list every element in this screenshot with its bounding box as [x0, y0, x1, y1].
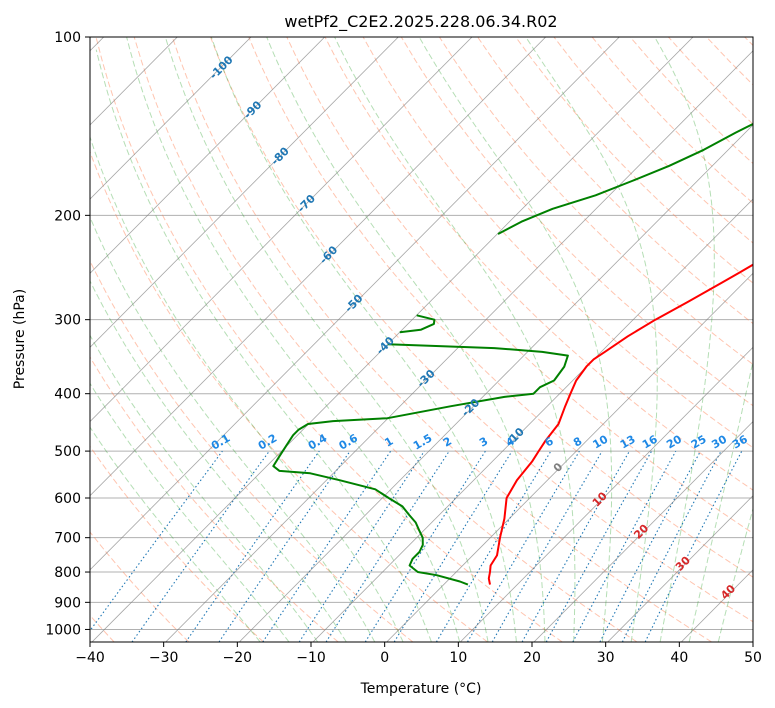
isotherm-line — [90, 37, 547, 497]
isotherm-line — [386, 272, 753, 642]
mixing-ratio-line — [325, 450, 450, 642]
y-axis-ticks: 100 200 300 400 500 600 700 800 900 1000 — [45, 30, 90, 638]
mixing-ratio-line — [393, 450, 513, 642]
moist-adiabats — [90, 37, 753, 642]
moist-adiabat — [126, 37, 461, 642]
plot-background — [90, 37, 753, 642]
dry-adiabat — [90, 150, 488, 642]
moist-adiabat — [210, 37, 517, 642]
mixing-ratio-line — [262, 450, 392, 642]
sounding-line — [487, 263, 753, 585]
dry-adiabat — [248, 37, 753, 578]
plot-frame — [89, 36, 754, 643]
x-axis-title: Temperature (°C) — [360, 681, 482, 697]
y-axis-title: Pressure (hPa) — [12, 289, 28, 389]
x-tick-label: 40 — [670, 650, 688, 666]
mixing-ratio-line — [185, 450, 320, 642]
x-tick-label: 30 — [597, 650, 615, 666]
mixing-ratio-line — [298, 450, 425, 642]
sounding-traces — [272, 122, 753, 586]
isotherm-line — [238, 124, 753, 642]
dry-adiabat — [515, 37, 753, 284]
y-tick-label: 700 — [54, 531, 81, 547]
x-tick-label: 0 — [380, 650, 389, 666]
y-tick-label: 200 — [54, 208, 81, 224]
y-tick-label: 100 — [54, 30, 81, 46]
moist-adiabat — [334, 37, 576, 642]
x-tick-label: 50 — [744, 650, 762, 666]
isotherm-line — [90, 37, 399, 348]
moist-adiabat — [525, 37, 658, 642]
x-tick-label: −40 — [75, 650, 105, 666]
dry-adiabat — [90, 356, 339, 642]
x-axis-ticks: −40 −30 −20 −10 0 10 20 30 40 50 — [75, 642, 762, 666]
isotherm-line — [165, 50, 753, 642]
dry-adiabat — [95, 37, 563, 642]
moist-adiabat — [90, 382, 290, 642]
isotherm-line — [91, 37, 694, 642]
moist-adiabat — [90, 215, 376, 642]
isotherm-line — [90, 37, 473, 423]
dry-adiabat — [90, 445, 264, 642]
x-tick-label: 20 — [523, 650, 541, 666]
dry-adiabat — [438, 37, 753, 366]
moist-adiabat — [90, 135, 404, 642]
mixing-ratio-line — [218, 450, 351, 642]
moist-adiabat — [418, 37, 613, 642]
mixing-ratio-line — [521, 450, 630, 642]
dry-adiabat — [90, 531, 190, 642]
sounding-line — [399, 314, 436, 334]
moist-adiabat — [90, 334, 319, 642]
moist-adiabat — [266, 37, 546, 642]
isotherm-line — [753, 35, 775, 644]
dry-adiabat — [171, 37, 712, 642]
moist-adiabat — [164, 37, 489, 642]
mixing-ratio-line — [90, 450, 223, 632]
sounding-line — [497, 122, 753, 235]
y-tick-label: 800 — [54, 565, 81, 581]
mixing-ratio-lines — [90, 450, 743, 642]
y-tick-label: 900 — [54, 595, 81, 611]
sounding-line — [272, 343, 569, 586]
moist-adiabat — [688, 358, 753, 642]
y-tick-label: 600 — [54, 491, 81, 507]
isotherm-line — [90, 37, 620, 571]
x-tick-label: 10 — [449, 650, 467, 666]
mixing-ratio-line — [644, 450, 743, 642]
moist-adiabat — [90, 279, 347, 642]
y-tick-label: 1000 — [45, 622, 81, 638]
mixing-ratio-line — [131, 450, 270, 642]
dry-adiabat — [90, 259, 414, 642]
grid-lines — [90, 37, 753, 630]
moist-adiabat — [90, 426, 261, 642]
isotherm-line — [312, 198, 753, 642]
y-tick-label: 400 — [54, 387, 81, 403]
isotherms — [90, 35, 775, 644]
isotherm-line — [607, 495, 753, 642]
mixing-ratio-line — [545, 450, 653, 642]
isotherm-line — [533, 420, 753, 642]
y-tick-label: 500 — [54, 444, 81, 460]
isotherm-line — [90, 37, 252, 200]
moist-adiabat — [95, 49, 432, 642]
isotherm-line — [459, 346, 753, 642]
chart-title: wetPf2_C2E2.2025.228.06.34.R02 — [284, 12, 557, 32]
y-tick-label: 300 — [54, 313, 81, 329]
x-tick-label: −20 — [223, 650, 253, 666]
mixing-ratio-line — [572, 450, 677, 642]
x-tick-label: −10 — [296, 650, 326, 666]
moist-adiabat — [654, 37, 715, 642]
x-tick-label: −30 — [149, 650, 179, 666]
dry-adiabat — [210, 37, 753, 623]
dry-adiabat — [400, 37, 753, 407]
isotherm-line — [90, 37, 326, 274]
